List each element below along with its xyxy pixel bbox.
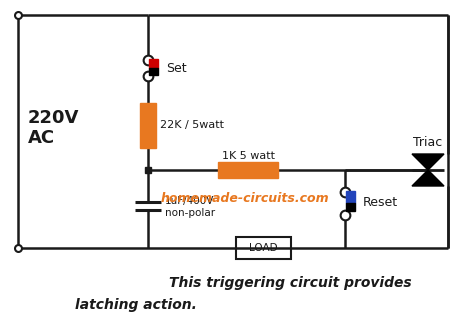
Text: Set: Set: [166, 61, 187, 74]
Text: 1uF/400V
non-polar: 1uF/400V non-polar: [165, 196, 215, 218]
Bar: [346, 191, 355, 203]
Text: Triac: Triac: [413, 136, 443, 149]
Polygon shape: [412, 170, 444, 186]
Bar: [236, 237, 291, 259]
Text: 220V
AC: 220V AC: [28, 109, 79, 147]
Text: LOAD: LOAD: [249, 243, 277, 253]
Text: This triggering circuit provides: This triggering circuit provides: [169, 276, 412, 290]
Bar: [346, 203, 355, 211]
Bar: [218, 162, 278, 178]
Text: Reset: Reset: [363, 196, 398, 208]
Bar: [149, 59, 158, 68]
Bar: [149, 68, 158, 75]
Text: 1K 5 watt: 1K 5 watt: [221, 151, 274, 161]
Text: homemade-circuits.com: homemade-circuits.com: [161, 192, 329, 205]
Text: latching action.: latching action.: [75, 298, 197, 312]
Bar: [140, 103, 156, 148]
Text: 22K / 5watt: 22K / 5watt: [160, 120, 224, 130]
Polygon shape: [412, 154, 444, 170]
